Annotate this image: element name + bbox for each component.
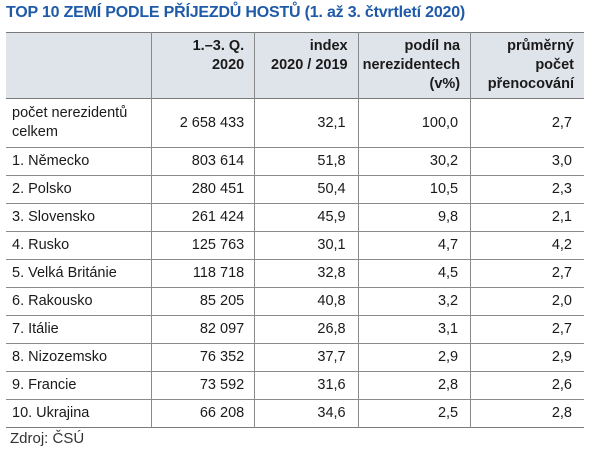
table-cell: 6. Rakousko: [12, 293, 93, 309]
table-cell: 118 718: [151, 259, 255, 288]
table-cell: 40,8: [254, 287, 359, 316]
table-cell: 9,8: [357, 203, 471, 232]
table-cell: 10,5: [357, 175, 471, 204]
table-row: 4. Rusko 125 763 30,1 4,7 4,2: [6, 231, 584, 260]
table-cell: 261 424: [151, 203, 255, 232]
table-cell: 45,9: [254, 203, 359, 232]
table-cell: 5. Velká Británie: [12, 265, 117, 281]
table-cell: 73 592: [151, 371, 255, 400]
table-cell: 37,7: [254, 343, 359, 372]
table-cell: 4. Rusko: [12, 237, 70, 253]
table-cell: 2,7: [470, 315, 584, 344]
table-row: 1. Německo 803 614 51,8 30,2 3,0: [6, 147, 584, 176]
table-cell: 51,8: [254, 147, 359, 176]
table-cell: 280 451: [151, 175, 255, 204]
table-cell: 3. Slovensko: [12, 209, 96, 225]
table-cell: počet nerezidentů celkem: [12, 105, 128, 140]
table-cell: 26,8: [254, 315, 359, 344]
table-row: 3. Slovensko 261 424 45,9 9,8 2,1: [6, 203, 584, 232]
table-row: 6. Rakousko 85 205 40,8 3,2 2,0: [6, 287, 584, 316]
table-row: 9. Francie 73 592 31,6 2,8 2,6: [6, 371, 584, 400]
table-cell: 1. Německo: [12, 153, 90, 169]
table-cell: 2. Polsko: [12, 181, 72, 197]
table-cell: 2,6: [470, 371, 584, 400]
table-cell: 4,7: [357, 231, 471, 260]
table-cell: 2,5: [357, 399, 471, 428]
table-row: 5. Velká Británie 118 718 32,8 4,5 2,7: [6, 259, 584, 288]
header-cell: 1.–3. Q. 2020: [151, 32, 255, 99]
table-title: TOP 10 ZEMÍ PODLE PŘÍJEZDŮ HOSTŮ (1. až …: [6, 4, 466, 21]
header-cell: [6, 32, 152, 99]
table-cell: 2,0: [470, 287, 584, 316]
table-cell: 2 658 433: [151, 98, 255, 148]
header-cell: index 2020 / 2019: [254, 32, 359, 99]
table-cell: 3,2: [357, 287, 471, 316]
table-cell: 32,8: [254, 259, 359, 288]
table-row: 10. Ukrajina 66 208 34,6 2,5 2,8: [6, 399, 584, 428]
table-cell: 85 205: [151, 287, 255, 316]
table-cell: 100,0: [357, 98, 471, 148]
table-cell: 2,9: [470, 343, 584, 372]
data-table: 1.–3. Q. 2020 index 2020 / 2019 podíl na ne…: [6, 32, 584, 428]
table-cell: 2,7: [470, 98, 584, 148]
header-cell: podíl na nerezidentech (v%): [357, 32, 471, 99]
table-cell: 50,4: [254, 175, 359, 204]
table-cell: 31,6: [254, 371, 359, 400]
table-cell: 32,1: [254, 98, 359, 148]
table-cell: 8. Nizozemsko: [12, 349, 108, 365]
table-cell: 4,2: [470, 231, 584, 260]
header-row: 1.–3. Q. 2020 index 2020 / 2019 podíl na ne…: [6, 32, 584, 99]
table-cell: 10. Ukrajina: [12, 405, 90, 421]
table-row: 2. Polsko 280 451 50,4 10,5 2,3: [6, 175, 584, 204]
table-cell: 2,8: [357, 371, 471, 400]
table-row: 8. Nizozemsko 76 352 37,7 2,9 2,9: [6, 343, 584, 372]
table-cell: 2,3: [470, 175, 584, 204]
table-cell: 82 097: [151, 315, 255, 344]
table-cell: 76 352: [151, 343, 255, 372]
table-cell: 3,1: [357, 315, 471, 344]
table-cell: 2,1: [470, 203, 584, 232]
table-cell: 9. Francie: [12, 377, 77, 393]
table-cell: 3,0: [470, 147, 584, 176]
table-cell: 2,9: [357, 343, 471, 372]
table-row: 7. Itálie 82 097 26,8 3,1 2,7: [6, 315, 584, 344]
table-cell: 4,5: [357, 259, 471, 288]
table-cell: 30,1: [254, 231, 359, 260]
source-note: Zdroj: ČSÚ: [10, 430, 85, 447]
header-cell: průměrný počet přenocování: [470, 32, 584, 99]
table-cell: 125 763: [151, 231, 255, 260]
table-cell: 2,8: [470, 399, 584, 428]
total-row: počet nerezidentů celkem 2 658 433 32,1 …: [6, 98, 584, 148]
table-cell: 2,7: [470, 259, 584, 288]
table-cell: 66 208: [151, 399, 255, 428]
table-cell: 34,6: [254, 399, 359, 428]
table-cell: 803 614: [151, 147, 255, 176]
table-cell: 30,2: [357, 147, 471, 176]
table-cell: 7. Itálie: [12, 321, 59, 337]
